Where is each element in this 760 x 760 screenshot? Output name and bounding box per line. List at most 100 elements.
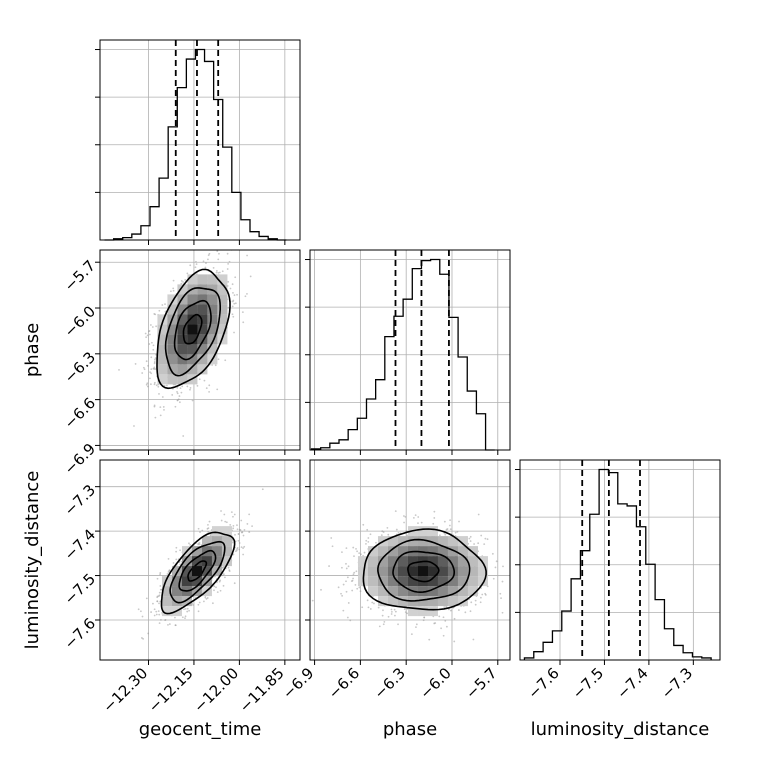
scatter-point (352, 546, 355, 549)
joint-contents (311, 510, 504, 643)
scatter-point (159, 573, 161, 576)
scatter-point (345, 562, 347, 565)
density-cell (417, 586, 428, 597)
scatter-point (442, 634, 445, 637)
scatter-point (197, 527, 200, 530)
scatter-point (145, 383, 148, 386)
scatter-point (180, 282, 183, 285)
scatter-point (404, 611, 407, 614)
density-cell (201, 566, 212, 577)
scatter-point (491, 552, 494, 555)
density-cell (457, 556, 468, 567)
scatter-point (236, 546, 239, 549)
scatter-point (369, 608, 372, 610)
scatter-point (248, 531, 251, 533)
scatter-point (176, 399, 179, 402)
scatter-point (232, 515, 234, 518)
scatter-point (153, 366, 156, 369)
panel-frame (99, 459, 301, 661)
density-cell (211, 526, 222, 537)
scatter-point (180, 391, 183, 394)
density-cell (207, 334, 218, 345)
density-cell (171, 586, 182, 597)
scatter-point (149, 371, 151, 374)
density-cell (167, 324, 178, 335)
density-cell (217, 284, 228, 295)
density-cell (397, 556, 408, 567)
scatter-point (220, 510, 222, 512)
scatter-point (390, 610, 393, 613)
scatter-point (331, 545, 334, 548)
y-tick-label: −5.7 (61, 257, 99, 295)
scatter-point (161, 396, 164, 398)
scatter-point (373, 602, 375, 605)
density-cell (221, 556, 232, 567)
scatter-point (174, 624, 177, 627)
density-cell (417, 606, 428, 617)
scatter-point (152, 348, 155, 351)
scatter-point (353, 555, 355, 558)
scatter-point (205, 597, 208, 600)
density-cell (177, 324, 188, 335)
density-cell (427, 586, 438, 597)
scatter-point (469, 610, 472, 613)
scatter-point (144, 332, 147, 335)
scatter-point (158, 602, 160, 605)
scatter-point (378, 625, 381, 628)
density-cell (207, 294, 218, 305)
scatter-point (203, 600, 205, 603)
scatter-point (468, 537, 471, 540)
scatter-point (442, 616, 445, 619)
x-tick-label: −7.6 (524, 664, 562, 702)
scatter-point (195, 263, 198, 265)
panel-frame (519, 459, 721, 661)
scatter-point (242, 534, 245, 537)
scatter-point (172, 287, 175, 290)
density-cell (161, 586, 172, 597)
density-cell (171, 596, 182, 607)
scatter-point (150, 368, 153, 371)
histogram-step (310, 258, 495, 451)
scatter-point (221, 270, 224, 273)
scatter-point (215, 586, 217, 589)
scatter-point (494, 566, 497, 569)
hist-panel-luminosity_distance: −7.6 −7.5 −7.4 −7.3 (515, 459, 721, 703)
scatter-point (149, 324, 152, 326)
scatter-point (243, 545, 246, 548)
scatter-point (182, 435, 185, 437)
x-tick-label: −6.9 (279, 664, 317, 702)
scatter-point (477, 542, 480, 545)
scatter-point (472, 638, 475, 641)
scatter-point (168, 569, 171, 572)
scatter-point (261, 488, 264, 491)
scatter-point (206, 597, 209, 599)
scatter-point (440, 627, 443, 630)
scatter-point (397, 532, 400, 534)
histogram-step (104, 48, 287, 241)
scatter-point (216, 388, 219, 391)
scatter-point (345, 547, 348, 550)
y-tick-label: −6.0 (61, 302, 99, 340)
scatter-point (240, 519, 243, 522)
scatter-point (174, 405, 177, 408)
scatter-point (246, 254, 248, 257)
scatter-point (342, 609, 345, 612)
scatter-point (222, 584, 225, 587)
density-cell (157, 334, 168, 345)
scatter-point (367, 540, 370, 543)
scatter-point (346, 616, 349, 619)
scatter-point (227, 280, 230, 283)
density-cell (181, 576, 192, 587)
scatter-point (214, 575, 216, 578)
density-peak (187, 324, 198, 335)
scatter-point (204, 266, 207, 269)
scatter-point (381, 530, 384, 533)
scatter-point (469, 540, 472, 542)
scatter-point (141, 615, 144, 618)
scatter-point (198, 543, 201, 546)
scatter-point (367, 606, 370, 609)
scatter-point (145, 597, 148, 600)
scatter-point (235, 549, 238, 552)
density-cell (177, 304, 188, 315)
scatter-point (369, 533, 372, 536)
